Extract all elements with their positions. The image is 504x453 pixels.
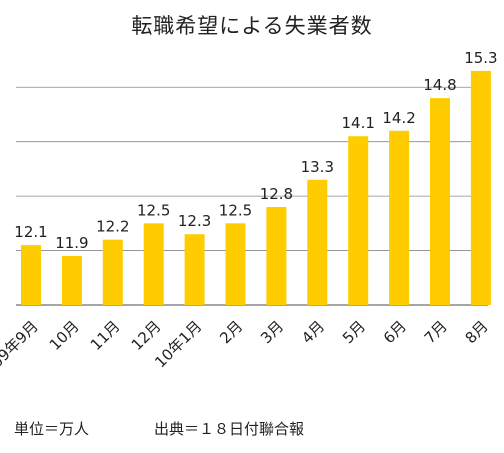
data-label: 14.8	[423, 76, 456, 94]
x-tick-label: 6月	[380, 317, 410, 347]
x-tick-label: 10月	[46, 317, 83, 354]
gridlines	[16, 86, 488, 306]
x-tick-label: 12月	[128, 317, 165, 354]
bar	[470, 70, 491, 305]
x-tick-label: 11月	[87, 317, 124, 354]
x-tick-label: 8月	[462, 317, 492, 347]
bar	[307, 179, 328, 305]
bar	[266, 207, 287, 305]
data-label: 13.3	[301, 158, 334, 176]
x-tick-label: 09年9月	[0, 317, 42, 371]
x-tick-label: 4月	[298, 317, 328, 347]
data-label: 14.2	[382, 109, 415, 127]
data-label: 11.9	[55, 234, 88, 252]
bar	[225, 223, 246, 305]
data-label: 15.3	[464, 49, 497, 67]
bar	[430, 98, 450, 305]
bar	[389, 130, 410, 305]
chart-title: 転職希望による失業者数	[131, 14, 373, 38]
data-label: 12.3	[178, 212, 211, 230]
bar	[102, 239, 123, 305]
value-labels: 12.1 11.9 12.2 12.5 12.3 12.5 12.8 13.3 14.1 14.2…	[14, 49, 497, 252]
data-label: 12.5	[219, 201, 252, 219]
unit-note: 単位＝万人	[14, 420, 90, 438]
bar	[21, 245, 41, 305]
data-label: 14.1	[341, 114, 374, 132]
data-label: 12.5	[137, 201, 170, 219]
bars	[21, 70, 491, 305]
source-note: 出典＝１８日付聯合報	[154, 420, 305, 438]
bar	[348, 136, 369, 305]
data-label: 12.8	[260, 185, 293, 203]
data-label: 12.1	[14, 223, 47, 241]
x-tick-label: 2月	[216, 317, 246, 347]
x-tick-label: 7月	[421, 317, 451, 347]
data-label: 12.2	[96, 218, 129, 236]
x-tick-label: 5月	[339, 317, 369, 347]
bar	[143, 223, 164, 305]
bar	[61, 256, 82, 305]
bar	[184, 234, 205, 305]
x-tick-label: 3月	[257, 317, 287, 347]
